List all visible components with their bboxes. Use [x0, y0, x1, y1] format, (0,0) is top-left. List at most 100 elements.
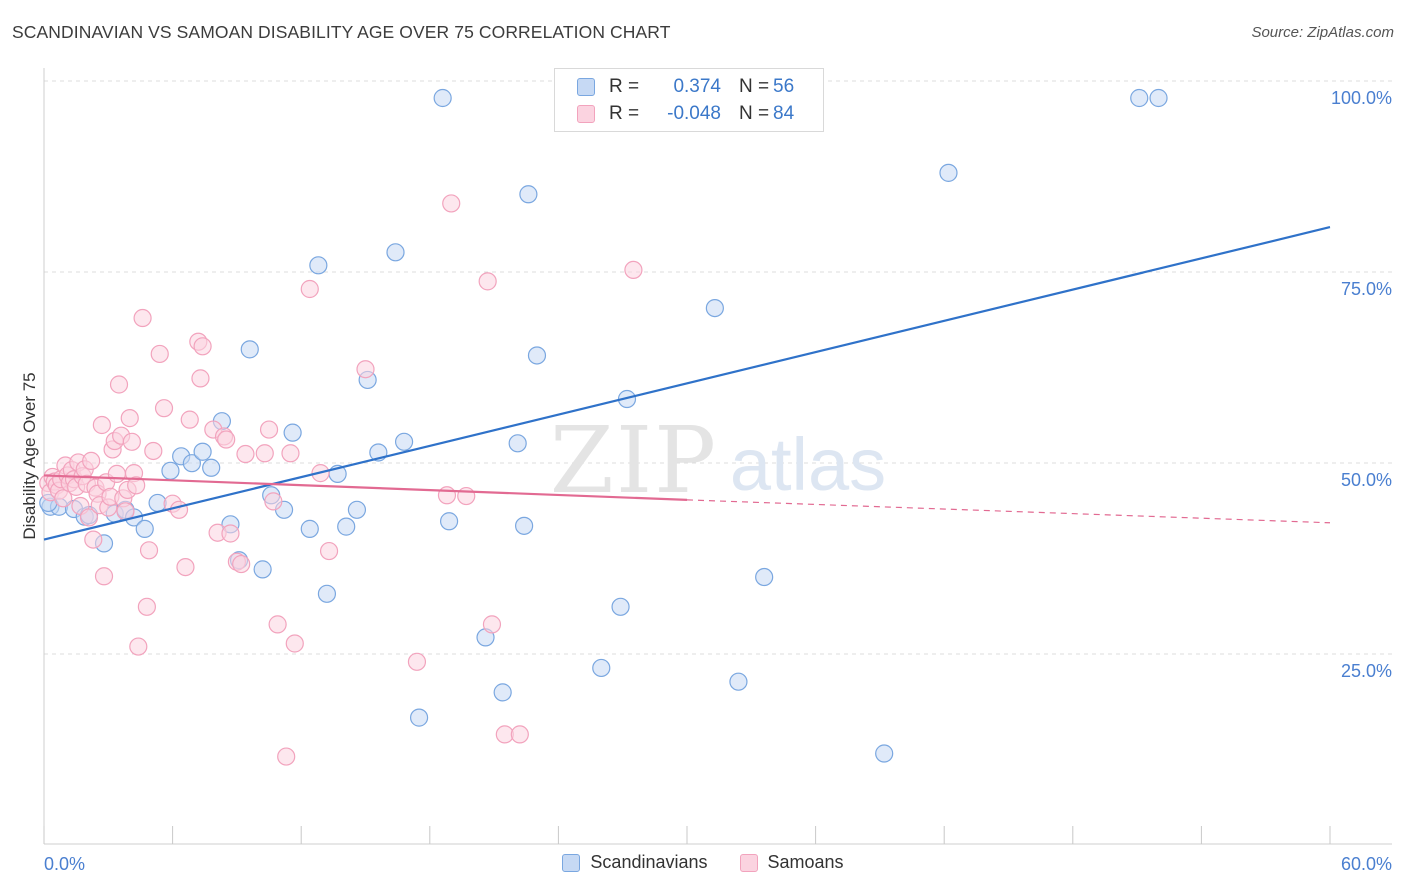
data-point — [82, 451, 101, 470]
data-point — [92, 415, 111, 435]
data-point — [394, 432, 414, 451]
data-point — [259, 420, 279, 439]
data-point — [283, 423, 302, 442]
data-point — [133, 308, 152, 328]
y-tick-label: 100.0% — [1331, 88, 1392, 108]
data-point — [705, 299, 724, 318]
data-point — [94, 567, 114, 586]
data-point — [193, 337, 212, 356]
trend-line-samoans — [43, 474, 688, 501]
data-point — [54, 489, 73, 508]
data-point — [437, 486, 457, 505]
data-point — [79, 508, 99, 527]
legend-r-label: R = — [609, 76, 640, 97]
data-point — [221, 524, 240, 543]
data-point — [169, 500, 189, 519]
trend-line-samoans-extension — [686, 499, 1331, 524]
data-point — [109, 375, 129, 394]
data-point — [154, 399, 174, 418]
data-point — [729, 672, 748, 691]
data-point — [137, 597, 156, 616]
legend-r-value: 0.374 — [673, 76, 721, 97]
data-point — [409, 708, 429, 727]
tick-labels: 100.0% 75.0% 50.0% 25.0% 0.0% 60.0% — [44, 88, 1392, 874]
data-point — [217, 430, 236, 449]
data-point — [317, 584, 337, 603]
data-point — [527, 346, 547, 365]
data-point — [300, 279, 319, 299]
data-point — [253, 560, 272, 579]
data-point — [337, 517, 356, 536]
data-point — [255, 444, 274, 463]
data-point — [482, 615, 502, 634]
legend-item-samoans[interactable]: Samoans — [739, 852, 844, 873]
data-point — [176, 557, 195, 577]
trend-layer — [43, 226, 1331, 541]
data-point — [433, 88, 452, 108]
data-point — [407, 652, 427, 671]
series-samoans — [39, 194, 643, 766]
legend-swatch-scandinavians — [562, 853, 581, 872]
legend-label-scandinavians: Scandinavians — [590, 852, 708, 872]
data-point — [875, 744, 894, 763]
legend-swatch-samoans — [577, 105, 595, 123]
data-point — [150, 344, 169, 364]
legend-n-label: N = — [739, 103, 770, 124]
data-point — [232, 554, 251, 574]
data-point — [592, 658, 611, 678]
chart-source: Source: ZipAtlas.com — [1251, 24, 1394, 41]
data-point — [439, 512, 459, 531]
chart-title: SCANDINAVIAN VS SAMOAN DISABILITY AGE OV… — [12, 22, 671, 42]
y-axis-label: Disability Age Over 75 — [20, 372, 39, 540]
data-point — [202, 458, 221, 477]
data-point — [161, 461, 180, 480]
data-point — [478, 272, 497, 291]
data-point — [356, 360, 375, 379]
data-point — [135, 519, 154, 538]
data-point — [268, 615, 287, 634]
series-layer — [39, 88, 1168, 766]
data-point — [319, 541, 339, 561]
legend-row-scandinavians: R = 0.374 N = 56 — [577, 75, 794, 99]
data-point — [277, 747, 296, 766]
x-tick-label-max: 60.0% — [1341, 854, 1392, 874]
data-point — [457, 486, 476, 506]
watermark: ZIP atlas — [550, 407, 886, 514]
data-point — [508, 434, 527, 453]
data-point — [493, 683, 512, 702]
data-point — [107, 464, 126, 483]
data-point — [347, 500, 367, 519]
watermark-atlas: atlas — [730, 423, 886, 506]
data-point — [139, 541, 159, 560]
data-point — [510, 725, 529, 744]
data-point — [122, 432, 141, 451]
data-point — [386, 243, 405, 262]
axes — [43, 68, 1392, 845]
legend-swatch-scandinavians — [577, 78, 595, 96]
data-point — [182, 454, 201, 473]
legend-swatch-samoans — [739, 853, 758, 872]
legend-item-scandinavians[interactable]: Scandinavians — [562, 852, 708, 873]
data-point — [1130, 88, 1149, 108]
data-point — [309, 256, 328, 275]
data-point — [84, 530, 103, 549]
data-point — [300, 519, 319, 538]
data-point — [755, 567, 774, 587]
data-point — [191, 369, 210, 388]
y-tick-label: 75.0% — [1341, 279, 1392, 299]
data-point — [611, 597, 630, 616]
legend-r-label: R = — [609, 103, 640, 124]
data-point — [939, 163, 958, 182]
legend-label-samoans: Samoans — [767, 852, 844, 872]
data-point — [264, 492, 283, 511]
data-point — [1149, 88, 1168, 108]
data-point — [129, 637, 148, 656]
legend-n-value: 56 — [773, 76, 795, 97]
data-point — [442, 194, 461, 213]
data-point — [519, 185, 538, 204]
data-point — [120, 409, 139, 428]
x-tick-label-min: 0.0% — [44, 854, 85, 874]
legend-row-samoans: R = -0.048 N = 84 — [577, 102, 794, 126]
legend-r-value: -0.048 — [667, 103, 721, 124]
